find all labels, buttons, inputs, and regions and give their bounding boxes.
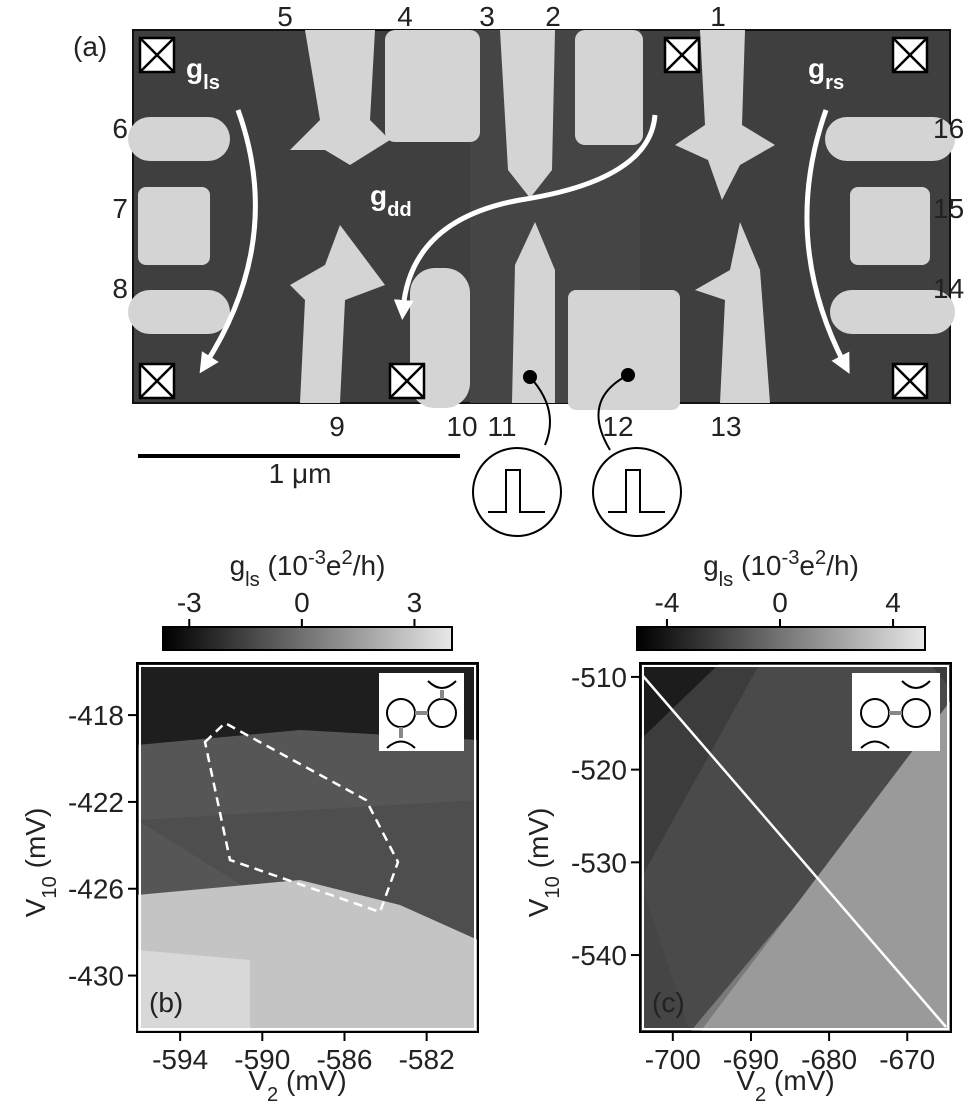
gate-label: 14 — [933, 273, 964, 304]
y-axis-label-part: V — [20, 898, 51, 917]
y-tick-label: -418 — [68, 700, 124, 731]
colorbar — [163, 627, 452, 650]
colorbar-label-part: 2 — [815, 547, 826, 569]
lead-label-part: ls — [203, 72, 220, 94]
gate-label: 6 — [112, 113, 128, 144]
gate-label: 11 — [487, 411, 516, 442]
gate-label: 5 — [277, 1, 293, 32]
x-tick-label: -670 — [879, 1044, 935, 1075]
x-tick-label: -582 — [399, 1044, 455, 1075]
y-axis-label: V10 (mV) — [523, 808, 564, 918]
colorbar-tick-label: -4 — [655, 587, 680, 618]
gate-label: 2 — [545, 1, 561, 32]
colorbar-tick-label: 4 — [885, 587, 901, 618]
gate-label: 9 — [329, 411, 345, 442]
gate-label: 10 — [446, 411, 477, 442]
x-tick-label: -594 — [152, 1044, 208, 1075]
lead-label-part: g — [370, 180, 387, 211]
lead-label-part: rs — [825, 72, 844, 94]
colorbar — [637, 627, 925, 650]
lead-label-part: g — [186, 53, 203, 84]
colorbar-label-part: e — [326, 550, 342, 581]
lead-label-part: dd — [387, 199, 412, 221]
colorbar-label-part: ls — [245, 569, 260, 591]
colorbar-label-part: (10 — [733, 550, 781, 581]
colorbar-label-part: 2 — [342, 547, 353, 569]
panel-label: (b) — [149, 987, 183, 1018]
colorbar-label-part: g — [703, 550, 719, 581]
y-axis-label: V10 (mV) — [20, 808, 61, 918]
colorbar-tick-label: 0 — [294, 587, 310, 618]
y-tick-label: -426 — [68, 874, 124, 905]
heatmap-image — [137, 663, 478, 1032]
gate-label: 7 — [112, 193, 128, 224]
gate-label: 8 — [112, 273, 128, 304]
y-tick-label: -530 — [571, 847, 627, 878]
x-axis-label-part: V — [736, 1065, 755, 1096]
gate-label: 16 — [933, 113, 964, 144]
x-axis-label: V2 (mV) — [248, 1065, 346, 1101]
lead-label-part: g — [808, 53, 825, 84]
gate-label: 13 — [710, 411, 741, 442]
y-tick-label: -540 — [571, 940, 627, 971]
colorbar-label-part: /h) — [826, 550, 859, 581]
colorbar-label-part: e — [799, 550, 815, 581]
colorbar-label: gls (10-3e2/h) — [230, 547, 386, 591]
x-axis-label-part: 2 — [755, 1084, 766, 1101]
y-tick-label: -510 — [571, 662, 627, 693]
colorbar-label-part: -3 — [781, 547, 799, 569]
gate-label: 4 — [397, 1, 413, 32]
y-tick-label: -422 — [68, 787, 124, 818]
x-axis-label-part: (mV) — [766, 1065, 834, 1096]
colorbar-label-part: g — [230, 550, 246, 581]
x-axis-label-part: V — [248, 1065, 267, 1096]
colorbar-tick-label: 3 — [407, 587, 423, 618]
gate-label: 1 — [710, 1, 726, 32]
gate-label: 3 — [479, 1, 495, 32]
colorbar-tick-label: 0 — [772, 587, 788, 618]
y-axis-label-part: V — [523, 898, 554, 917]
y-axis-label-part: (mV) — [20, 808, 51, 876]
y-tick-label: -430 — [68, 961, 124, 992]
sem-image — [128, 30, 955, 536]
x-axis-label: V2 (mV) — [736, 1065, 834, 1101]
y-axis-label-part: (mV) — [523, 808, 554, 876]
x-tick-label: -700 — [645, 1044, 701, 1075]
panel-label: (a) — [73, 31, 107, 62]
panel-label: (c) — [652, 987, 685, 1018]
y-axis-label-part: 10 — [542, 876, 564, 898]
figure: (a) 1 μm 54321678161514910111213glsgrsgd… — [0, 0, 978, 1101]
heatmap-image — [640, 663, 951, 1032]
y-tick-label: -520 — [571, 755, 627, 786]
x-axis-label-part: 2 — [267, 1084, 278, 1101]
gate-label: 12 — [602, 411, 633, 442]
x-axis-label-part: (mV) — [278, 1065, 346, 1096]
colorbar-label-part: /h) — [353, 550, 386, 581]
colorbar-label-part: (10 — [260, 550, 308, 581]
colorbar-label-part: ls — [719, 569, 734, 591]
colorbar-label-part: -3 — [308, 547, 326, 569]
gate-label: 15 — [933, 193, 964, 224]
colorbar-tick-label: -3 — [177, 587, 202, 618]
y-axis-label-part: 10 — [39, 876, 61, 898]
colorbar-label: gls (10-3e2/h) — [703, 547, 859, 591]
scale-label: 1 μm — [269, 458, 332, 489]
